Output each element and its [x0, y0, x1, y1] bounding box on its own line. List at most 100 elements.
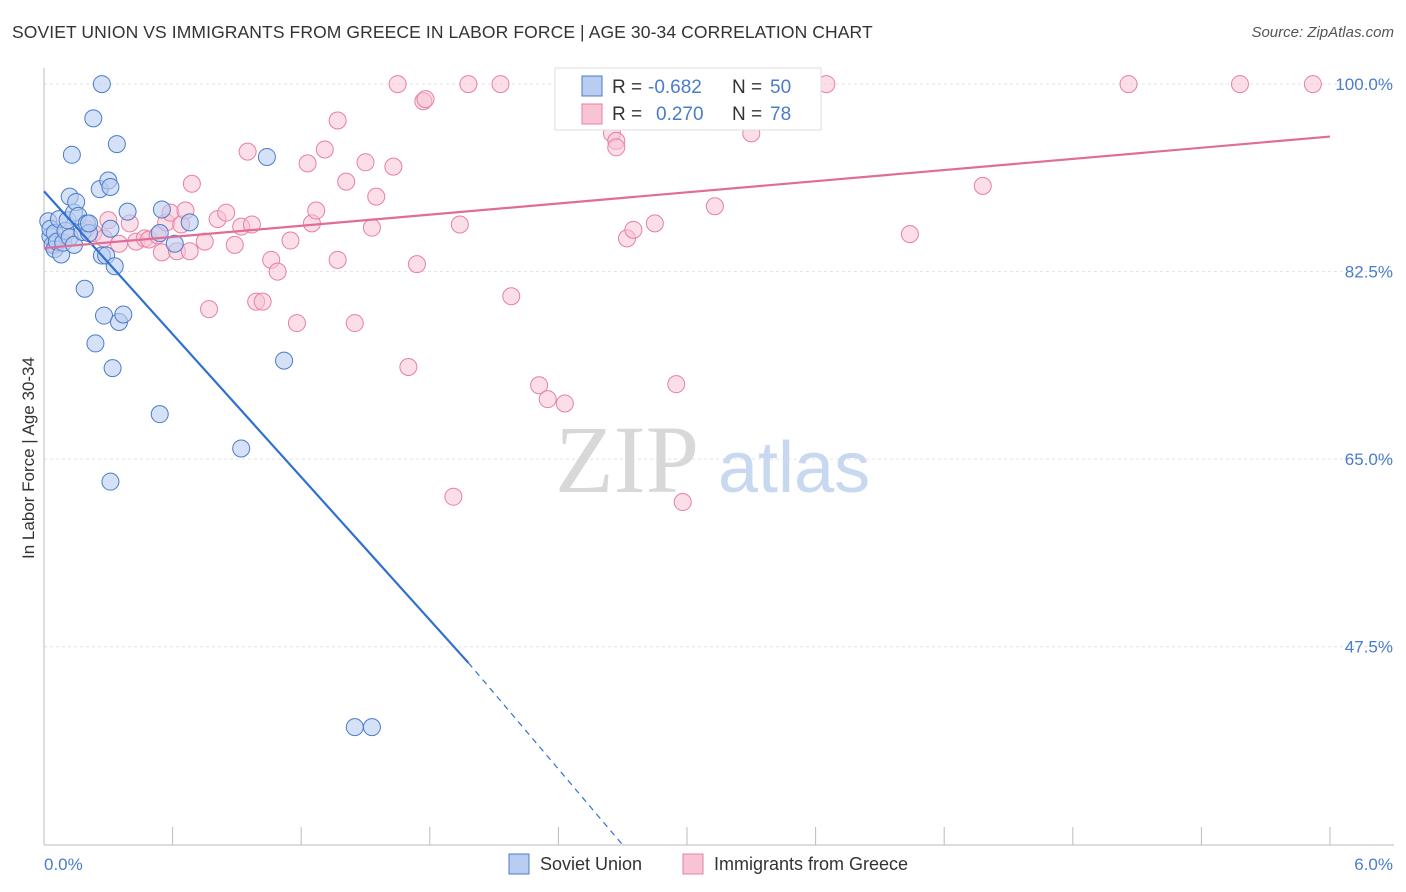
legend-soviet-n-value: 50 [770, 77, 791, 98]
soviet-point-28 [92, 75, 111, 94]
soviet-point-46 [232, 439, 251, 458]
watermark-zip: ZIP [555, 406, 699, 513]
y-tick-label-0: 100.0% [1335, 75, 1393, 94]
soviet-point-25 [86, 334, 105, 353]
axes [43, 68, 1394, 846]
greece-point-19 [182, 174, 201, 193]
y-tick-label-3: 47.5% [1345, 638, 1393, 657]
greece-point-26 [238, 142, 257, 161]
greece-point-51 [444, 487, 463, 506]
bottom-legend-soviet: Soviet Union [540, 854, 642, 874]
legend-swatch-greece [581, 103, 603, 125]
chart-title: SOVIET UNION VS IMMIGRANTS FROM GREECE I… [12, 22, 873, 42]
soviet-point-32 [101, 177, 120, 196]
greece-point-41 [345, 314, 364, 333]
soviet-point-20 [75, 279, 94, 298]
greece-point-37 [315, 140, 334, 159]
soviet-point-29 [95, 306, 114, 325]
series-soviet-points [39, 75, 381, 737]
greece-point-74 [973, 176, 992, 195]
y-tick-label-1: 82.5% [1345, 263, 1393, 282]
greece-point-64 [624, 220, 643, 239]
soviet-point-36 [105, 257, 124, 276]
greece-point-38 [328, 250, 347, 269]
greece-point-36 [307, 201, 326, 220]
greece-point-76 [1230, 75, 1249, 94]
y-axis-label: In Labor Force | Age 30-34 [19, 357, 38, 559]
soviet-point-39 [114, 305, 133, 324]
greece-trendline [43, 135, 1331, 250]
legend-greece-n-value: 78 [770, 104, 791, 125]
greece-point-46 [388, 75, 407, 94]
soviet-trendline [43, 190, 470, 664]
x-tick-label-0: 0.0% [44, 855, 83, 874]
greece-point-73 [900, 225, 919, 244]
legend-greece-n-label: N = [732, 104, 762, 125]
greece-point-18 [180, 242, 199, 261]
x-tick-label-1: 6.0% [1354, 855, 1393, 874]
greece-point-55 [502, 287, 521, 306]
greece-point-77 [1303, 75, 1322, 94]
legend-greece-r-label: R = [612, 104, 642, 125]
soviet-point-37 [107, 135, 126, 154]
greece-point-6 [110, 234, 129, 253]
legend-swatch-soviet [581, 75, 603, 97]
grid-lines [44, 83, 1394, 648]
greece-point-53 [459, 75, 478, 94]
soviet-point-34 [103, 359, 122, 378]
greece-point-23 [217, 203, 236, 222]
greece-point-40 [337, 172, 356, 191]
greece-point-24 [225, 235, 244, 254]
stats-legend: R = -0.682 N = 50 R = 0.270 N = 78 [554, 67, 822, 131]
legend-greece-r-value: 0.270 [656, 104, 704, 125]
greece-point-52 [450, 215, 469, 234]
greece-point-75 [1119, 75, 1138, 94]
soviet-point-33 [101, 219, 120, 238]
soviet-point-40 [118, 202, 137, 221]
greece-point-21 [200, 300, 219, 319]
greece-point-57 [538, 390, 557, 409]
soviet-point-47 [257, 147, 276, 166]
soviet-point-24 [84, 109, 103, 128]
bottom-legend: Soviet Union Immigrants from Greece [508, 853, 908, 875]
legend-soviet-r-value: -0.682 [648, 77, 702, 98]
greece-point-68 [705, 197, 724, 216]
greece-point-48 [407, 255, 426, 274]
greece-point-44 [367, 187, 386, 206]
greece-point-47 [399, 358, 418, 377]
watermark: ZIP atlas [555, 406, 870, 513]
greece-point-65 [645, 214, 664, 233]
trendlines [43, 135, 1331, 846]
soviet-point-43 [152, 200, 171, 219]
soviet-point-48 [275, 351, 294, 370]
soviet-trendline-extension [467, 662, 624, 846]
greece-point-67 [673, 493, 692, 512]
soviet-point-50 [362, 718, 381, 737]
greece-point-56 [530, 376, 549, 395]
watermark-atlas: atlas [718, 428, 870, 508]
y-tick-label-2: 65.0% [1345, 450, 1393, 469]
greece-point-45 [384, 157, 403, 176]
bottom-legend-swatch-soviet [508, 853, 530, 875]
x-tick-labels: 0.0% 6.0% [44, 855, 1393, 874]
greece-point-42 [356, 153, 375, 172]
soviet-point-42 [150, 405, 169, 424]
greece-point-62 [607, 138, 626, 157]
bottom-legend-swatch-greece [682, 853, 704, 875]
greece-point-29 [253, 292, 272, 311]
soviet-point-44 [165, 234, 184, 253]
soviet-point-45 [180, 213, 199, 232]
greece-point-66 [667, 375, 686, 394]
greece-point-31 [268, 262, 287, 281]
greece-point-43 [362, 218, 381, 237]
greece-point-50 [416, 90, 435, 109]
legend-soviet-n-label: N = [732, 77, 762, 98]
greece-point-58 [555, 394, 574, 413]
soviet-point-23 [80, 214, 99, 233]
y-tick-labels: 100.0% 82.5% 65.0% 47.5% [1335, 75, 1393, 657]
soviet-point-49 [345, 718, 364, 737]
soviet-point-35 [101, 472, 120, 491]
source-label: Source: ZipAtlas.com [1251, 24, 1394, 41]
bottom-legend-greece: Immigrants from Greece [714, 854, 908, 874]
